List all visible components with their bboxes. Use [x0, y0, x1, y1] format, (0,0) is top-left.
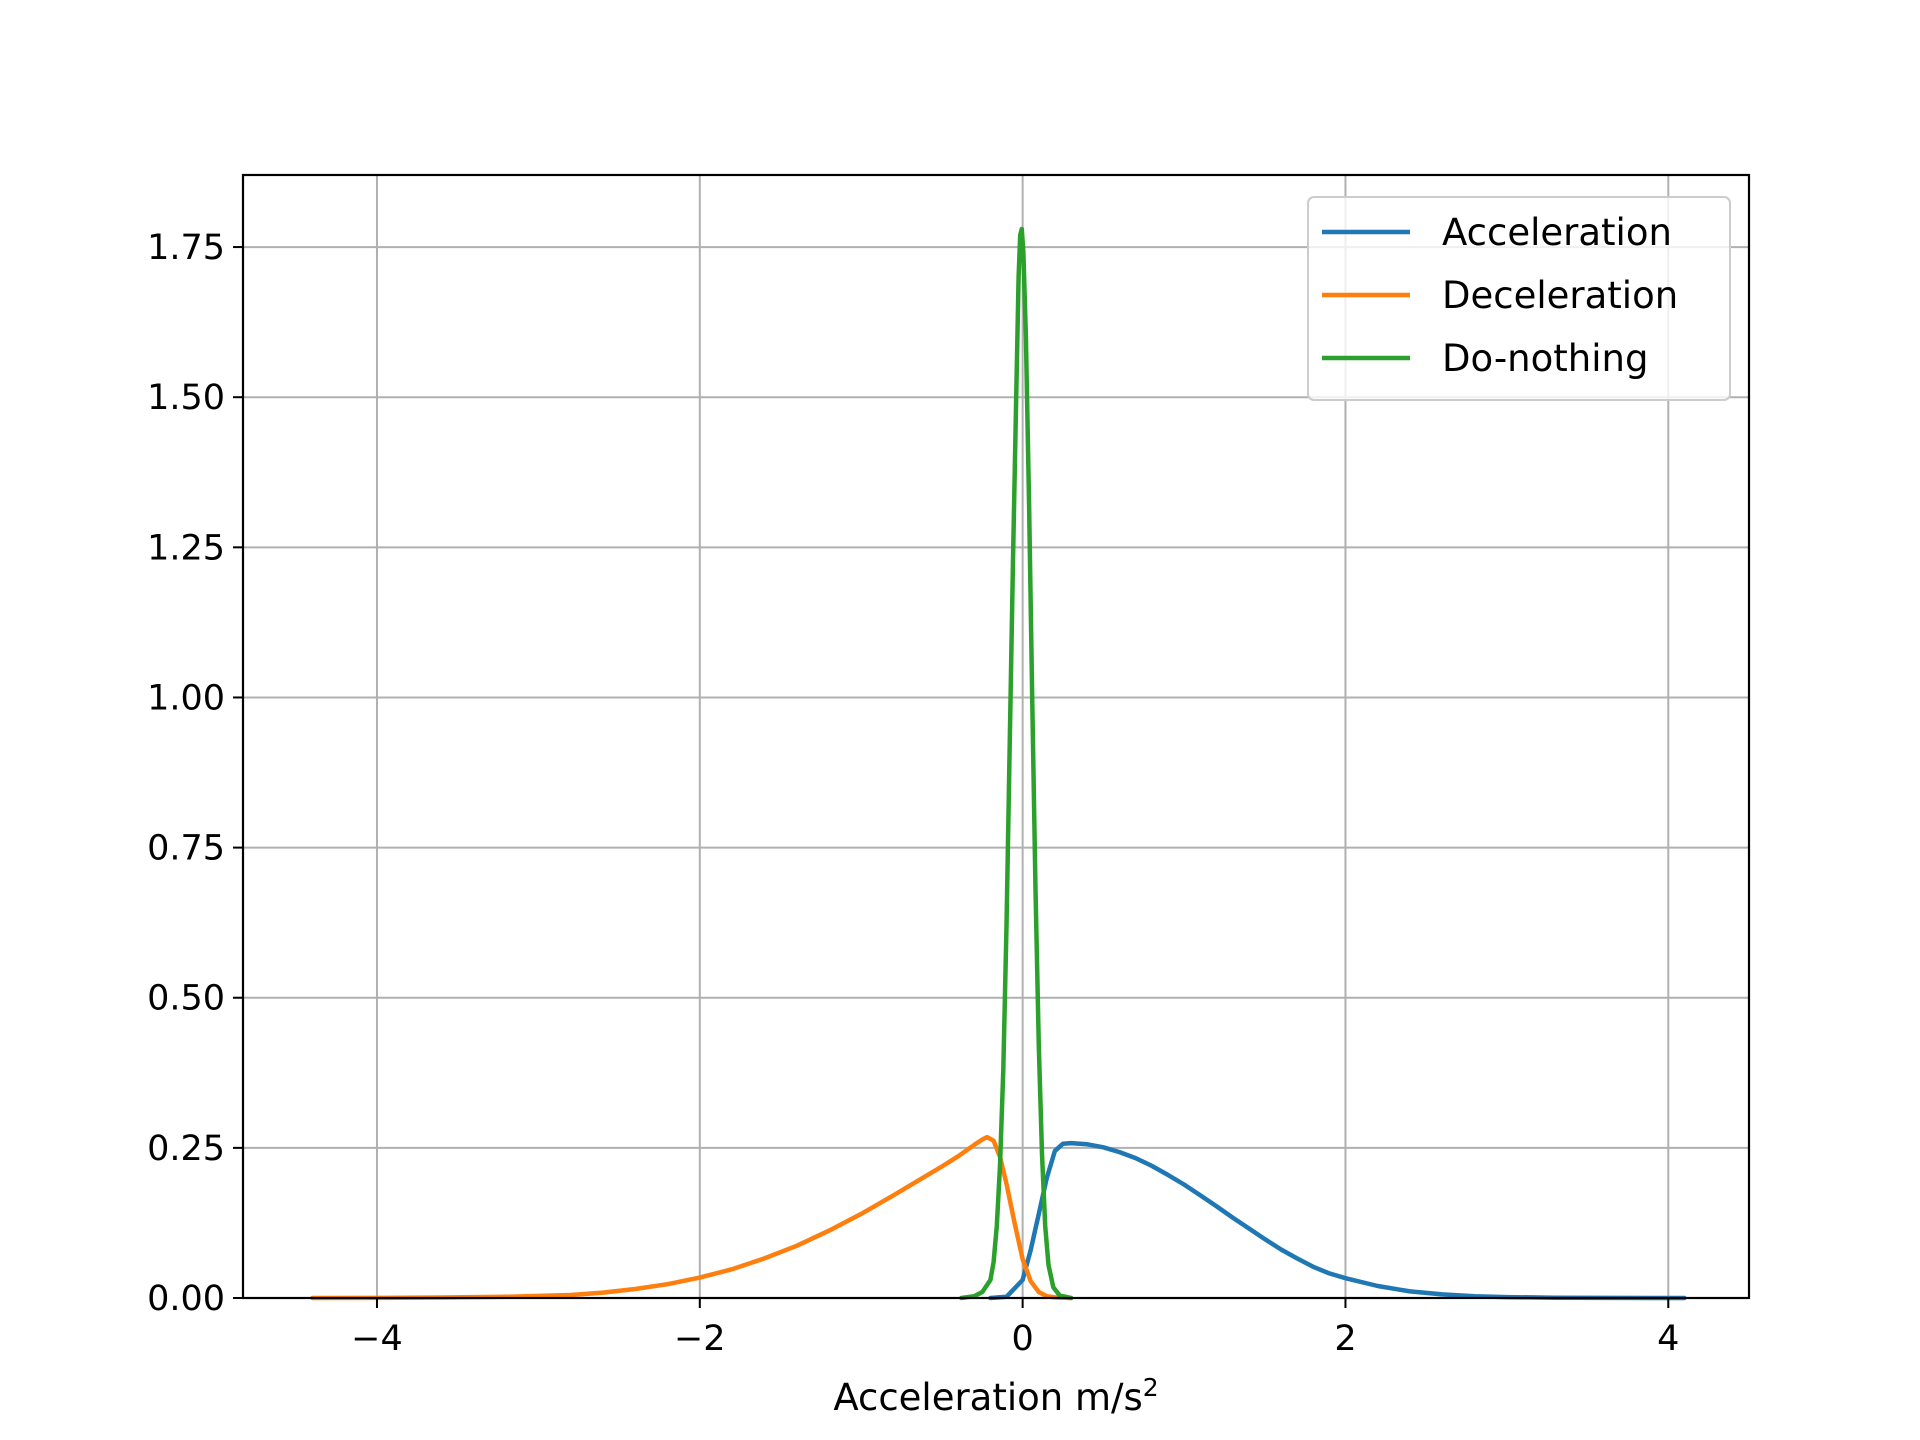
series-line-2	[310, 1134, 1074, 1301]
plot-frame	[241, 173, 1751, 1300]
x-axis-label-text: Acceleration m/s	[833, 1376, 1142, 1419]
x-tick-label: 0	[1011, 1319, 1033, 1359]
y-tick-label: 1.00	[147, 678, 225, 718]
legend-box	[1307, 196, 1731, 401]
x-tick-label: 4	[1657, 1319, 1679, 1359]
x-tick-label: −4	[351, 1319, 403, 1359]
legend-label: Acceleration	[1442, 211, 1672, 254]
series-line-3	[959, 226, 1074, 1301]
x-axis-label: Acceleration m/s2	[833, 1373, 1158, 1419]
legend-label: Deceleration	[1442, 274, 1678, 317]
y-tick-label: 1.25	[147, 528, 225, 568]
y-tick-label: 1.75	[147, 228, 225, 268]
y-tick-label: 0.00	[147, 1279, 225, 1319]
y-tick-label: 0.75	[147, 829, 225, 869]
x-tick-label: 2	[1334, 1319, 1356, 1359]
y-tick-label: 0.25	[147, 1129, 225, 1169]
legend: Acceleration Deceleration Do-nothing	[1307, 196, 1731, 401]
y-tick-label: 0.50	[147, 979, 225, 1019]
x-tick-label: −2	[674, 1319, 726, 1359]
legend-label: Do-nothing	[1442, 337, 1648, 380]
y-tick-label: 1.50	[147, 378, 225, 418]
series-lines	[310, 226, 1687, 1301]
series-line-1	[988, 1140, 1687, 1301]
axis-ticks: −4 −2 0 2 4 0.00 0.25 0.50 0.75 1.00 1.25 1.50 1.75	[147, 228, 1679, 1359]
x-axis-label-superscript: 2	[1143, 1373, 1159, 1402]
